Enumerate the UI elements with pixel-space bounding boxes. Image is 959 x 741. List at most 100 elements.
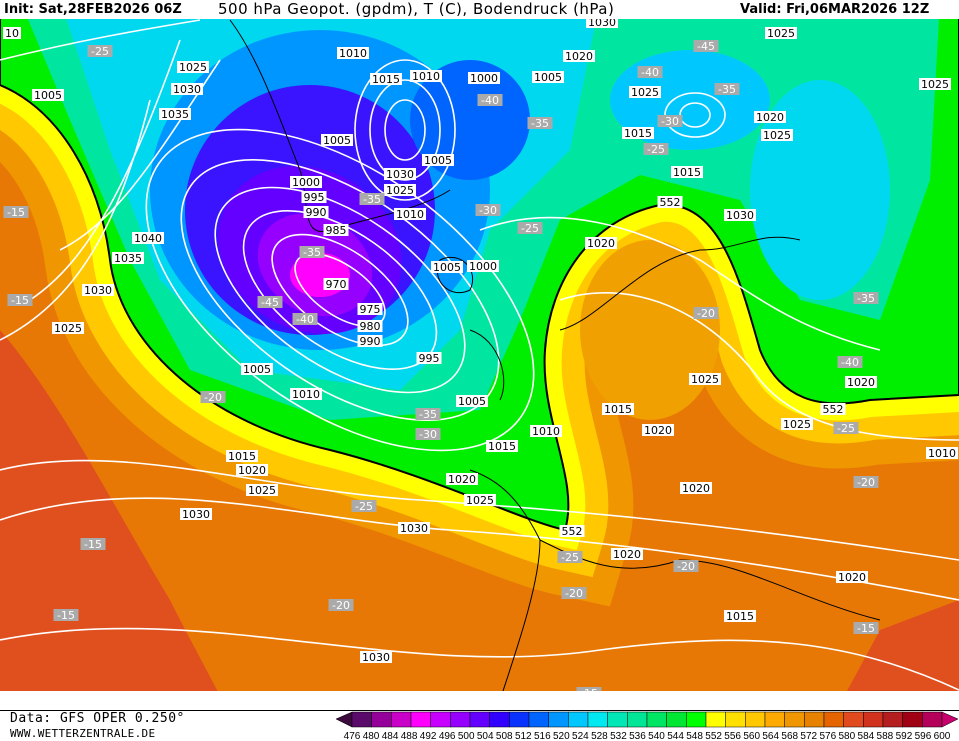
temperature-label: -20 [561, 587, 587, 600]
temperature-label-box [299, 246, 325, 258]
pressure-label-text: 995 [304, 191, 325, 204]
pressure-label-box [629, 86, 661, 98]
temperature-label-text: -30 [419, 428, 437, 441]
temperature-label-box [351, 500, 377, 512]
pressure-label-text: 1005 [34, 89, 62, 102]
pressure-label-box [303, 206, 329, 218]
temperature-label-box [328, 599, 354, 611]
pressure-label-box [82, 284, 114, 296]
legend-swatch [745, 711, 766, 728]
pressure-label: 1030 [180, 508, 212, 521]
pressure-label-text: 1025 [248, 484, 276, 497]
pressure-label-text: 1025 [386, 184, 414, 197]
geopotential-shading [0, 19, 959, 691]
pressure-label-box [180, 508, 212, 520]
pressure-label-text: 1020 [682, 482, 710, 495]
pressure-label: 1005 [32, 89, 64, 102]
pressure-label-text: 1000 [292, 176, 320, 189]
temperature-label-box [561, 587, 587, 599]
pressure-label-text: 990 [306, 206, 327, 219]
temperature-label-text: -15 [7, 206, 25, 219]
temperature-label: -25 [517, 222, 543, 235]
pressure-label-text: 1020 [756, 111, 784, 124]
pressure-label: 980 [357, 320, 383, 333]
isobar-low [294, 253, 386, 327]
temperature-label-box [837, 356, 863, 368]
legend-tick: 480 [363, 731, 380, 741]
temperature-label-box [3, 206, 29, 218]
legend-swatch [902, 711, 923, 728]
pressure-label-text: 980 [360, 320, 381, 333]
temperature-label-box [80, 538, 106, 550]
legend-swatch [351, 711, 372, 728]
pressure-label-box [246, 484, 278, 496]
legend-swatch [882, 711, 903, 728]
temperature-label: -25 [833, 422, 859, 435]
temperature-label-text: -25 [91, 45, 109, 58]
data-source: Data: GFS OPER 0.250° [10, 711, 185, 726]
pressure-label: 1025 [689, 373, 721, 386]
shading-warm-southwest [0, 330, 218, 691]
pressure-label-text: 1025 [763, 129, 791, 142]
pressure-label: 1015 [602, 403, 634, 416]
pressure-label-text: 1010 [928, 447, 956, 460]
temperature-label-box [557, 551, 583, 563]
pressure-label-text: 990 [360, 335, 381, 348]
temperature-label-box [477, 94, 503, 106]
init-time: Init: Sat,28FEB2026 06Z [4, 2, 182, 17]
pressure-label-box [301, 191, 327, 203]
pressure-label-box [680, 482, 712, 494]
temperature-label: -40 [837, 356, 863, 369]
legend-swatch [607, 711, 628, 728]
pressure-label-text: 1015 [372, 73, 400, 86]
pressure-label: 1010 [337, 47, 369, 60]
pressure-label-text: 1020 [644, 424, 672, 437]
temperature-label-text: -20 [204, 391, 222, 404]
pressure-label: 1025 [384, 184, 416, 197]
website: WWW.WETTERZENTRALE.DE [10, 727, 156, 740]
pressure-label: 1005 [241, 363, 273, 376]
legend-tick: 484 [382, 731, 399, 741]
legend-swatch [686, 711, 707, 728]
temperature-label: -25 [557, 551, 583, 564]
pressure-label-box [52, 322, 84, 334]
pressure-label: 1010 [290, 388, 322, 401]
shading-warm-southeast [847, 600, 959, 691]
temperature-label-text: -25 [561, 551, 579, 564]
temperature-label: -45 [257, 296, 283, 309]
isobar-line [0, 99, 151, 341]
pressure-label: 1020 [754, 111, 786, 124]
legend-tick: 532 [610, 731, 627, 741]
legend-swatch [804, 711, 825, 728]
height-label-box [559, 525, 585, 537]
pressure-label-text: 1005 [323, 134, 351, 147]
pressure-label-text: 1015 [624, 127, 652, 140]
pressure-label-box [389, 698, 421, 710]
temperature-label-text: -45 [261, 296, 279, 309]
pressure-label-box [112, 252, 144, 264]
pressure-label: 1035 [159, 108, 191, 121]
temperature-label-text: -25 [837, 422, 855, 435]
pressure-label-text: 1020 [838, 571, 866, 584]
contour-labels: 1010251030100510351040103510301025100510… [3, 19, 958, 710]
temperature-label: -40 [637, 66, 663, 79]
pressure-label-text: 1020 [587, 237, 615, 250]
pressure-label-text: 1030 [588, 19, 616, 29]
temperature-label: -20 [673, 560, 699, 573]
pressure-label-text: 1010 [412, 70, 440, 83]
map-title: 500 hPa Geopot. (gpdm), T (C), Bodendruc… [218, 0, 615, 18]
temperature-label-box [7, 294, 33, 306]
weather-map: 1010251030100510351040103510301025100510… [0, 19, 959, 711]
pressure-label: 1025 [629, 86, 661, 99]
temperature-label-text: -35 [303, 246, 321, 259]
temperature-label: -35 [359, 193, 385, 206]
pressure-label: 1020 [845, 376, 877, 389]
legend-swatch [627, 711, 648, 728]
legend-tick: 584 [858, 731, 875, 741]
isobar-line [0, 19, 201, 61]
pressure-label-text: 1030 [726, 209, 754, 222]
coastline [559, 236, 801, 331]
pressure-label-text: 1020 [613, 548, 641, 561]
pressure-label: 1030 [82, 284, 114, 297]
pressure-label-box [177, 61, 209, 73]
